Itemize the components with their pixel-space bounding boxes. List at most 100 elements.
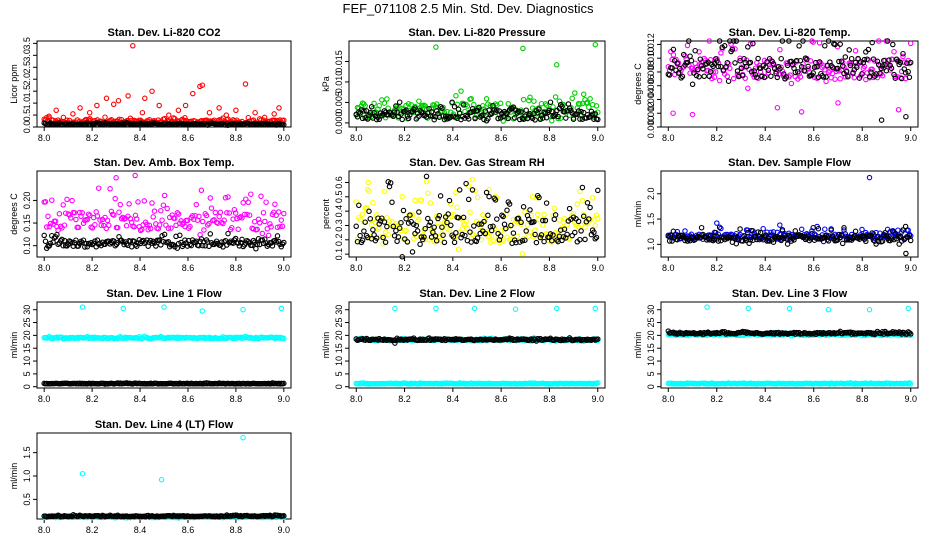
data-point xyxy=(61,222,68,228)
data-point xyxy=(494,216,500,222)
data-point xyxy=(518,109,524,115)
data-point xyxy=(907,40,914,47)
data-point xyxy=(742,75,748,82)
data-point xyxy=(775,71,782,78)
data-point xyxy=(875,38,882,44)
x-tick-label: 8.4 xyxy=(759,394,772,404)
data-point xyxy=(532,227,538,233)
data-point xyxy=(239,236,245,243)
data-point xyxy=(98,513,104,520)
data-point xyxy=(545,231,551,237)
data-point xyxy=(810,39,816,45)
y-axis-label: degrees C xyxy=(633,63,643,105)
data-point xyxy=(123,223,130,229)
y-axis-label: percent xyxy=(321,198,331,229)
data-point xyxy=(705,67,711,74)
x-tick-label: 9.0 xyxy=(591,133,604,143)
data-point xyxy=(86,109,93,116)
data-point xyxy=(515,215,522,222)
data-point xyxy=(777,46,783,53)
data-point xyxy=(593,212,600,219)
data-point xyxy=(897,59,904,66)
data-point xyxy=(549,108,555,115)
data-point xyxy=(829,233,836,239)
data-point xyxy=(47,220,54,227)
data-point xyxy=(748,227,755,234)
data-point xyxy=(715,63,722,70)
data-point xyxy=(394,238,400,245)
data-point xyxy=(276,105,282,111)
data-point xyxy=(577,188,583,195)
data-point xyxy=(53,107,59,114)
data-point xyxy=(233,107,239,114)
data-point xyxy=(687,70,693,76)
data-point xyxy=(246,212,253,218)
data-point xyxy=(268,224,274,230)
x-tick-label: 8.8 xyxy=(856,263,869,273)
data-point xyxy=(370,227,376,233)
data-point xyxy=(579,197,586,204)
data-point xyxy=(540,115,546,121)
chart-panel: Stan. Dev. Amb. Box Temp. 8.0 8.2 8.4 8.6 8.8… xyxy=(9,157,292,273)
data-point xyxy=(454,204,460,210)
data-point xyxy=(887,62,893,69)
data-point xyxy=(216,105,222,111)
data-point xyxy=(536,337,542,343)
data-point xyxy=(133,216,140,222)
data-point xyxy=(506,201,513,207)
data-point xyxy=(833,68,840,75)
data-point xyxy=(225,194,231,200)
data-point xyxy=(94,102,100,109)
data-point xyxy=(439,105,445,111)
data-point xyxy=(508,222,514,229)
data-point xyxy=(358,107,365,113)
x-tick-label: 8.8 xyxy=(856,394,869,404)
data-point xyxy=(83,121,89,128)
data-point xyxy=(387,180,394,186)
y-tick-label: 30 xyxy=(334,305,344,315)
data-point xyxy=(515,108,522,115)
y-tick-label: 15 xyxy=(646,343,656,353)
data-point xyxy=(265,232,272,239)
data-point xyxy=(834,65,841,72)
data-point xyxy=(689,111,696,118)
data-point xyxy=(47,240,54,247)
data-point xyxy=(837,76,843,82)
data-point xyxy=(551,205,558,212)
x-tick-label: 8.4 xyxy=(447,394,460,404)
data-point xyxy=(414,228,421,234)
data-point xyxy=(281,513,287,519)
data-point xyxy=(432,233,439,239)
data-point xyxy=(229,224,235,231)
data-point xyxy=(433,44,439,50)
data-point xyxy=(733,240,740,247)
data-point xyxy=(511,115,518,121)
data-point xyxy=(390,223,397,230)
data-point xyxy=(835,100,841,106)
data-point xyxy=(59,236,65,243)
data-point xyxy=(825,306,832,313)
x-tick-label: 8.6 xyxy=(807,133,820,143)
data-point xyxy=(85,211,92,217)
data-point xyxy=(822,67,828,73)
data-point xyxy=(102,114,108,120)
data-point xyxy=(361,228,367,234)
data-point xyxy=(536,194,542,201)
data-point xyxy=(164,205,170,212)
data-point xyxy=(755,229,761,235)
data-point xyxy=(130,43,136,49)
data-point xyxy=(848,55,855,62)
data-point xyxy=(463,180,469,187)
data-point xyxy=(903,250,909,257)
data-point xyxy=(497,233,504,239)
data-point xyxy=(482,230,489,237)
data-point xyxy=(52,218,59,224)
data-point xyxy=(537,234,544,241)
data-point xyxy=(474,194,481,201)
data-point xyxy=(464,225,471,232)
data-point xyxy=(399,193,405,200)
data-point xyxy=(116,209,122,215)
data-point xyxy=(595,336,601,342)
data-point xyxy=(46,113,52,120)
data-point xyxy=(151,208,158,214)
